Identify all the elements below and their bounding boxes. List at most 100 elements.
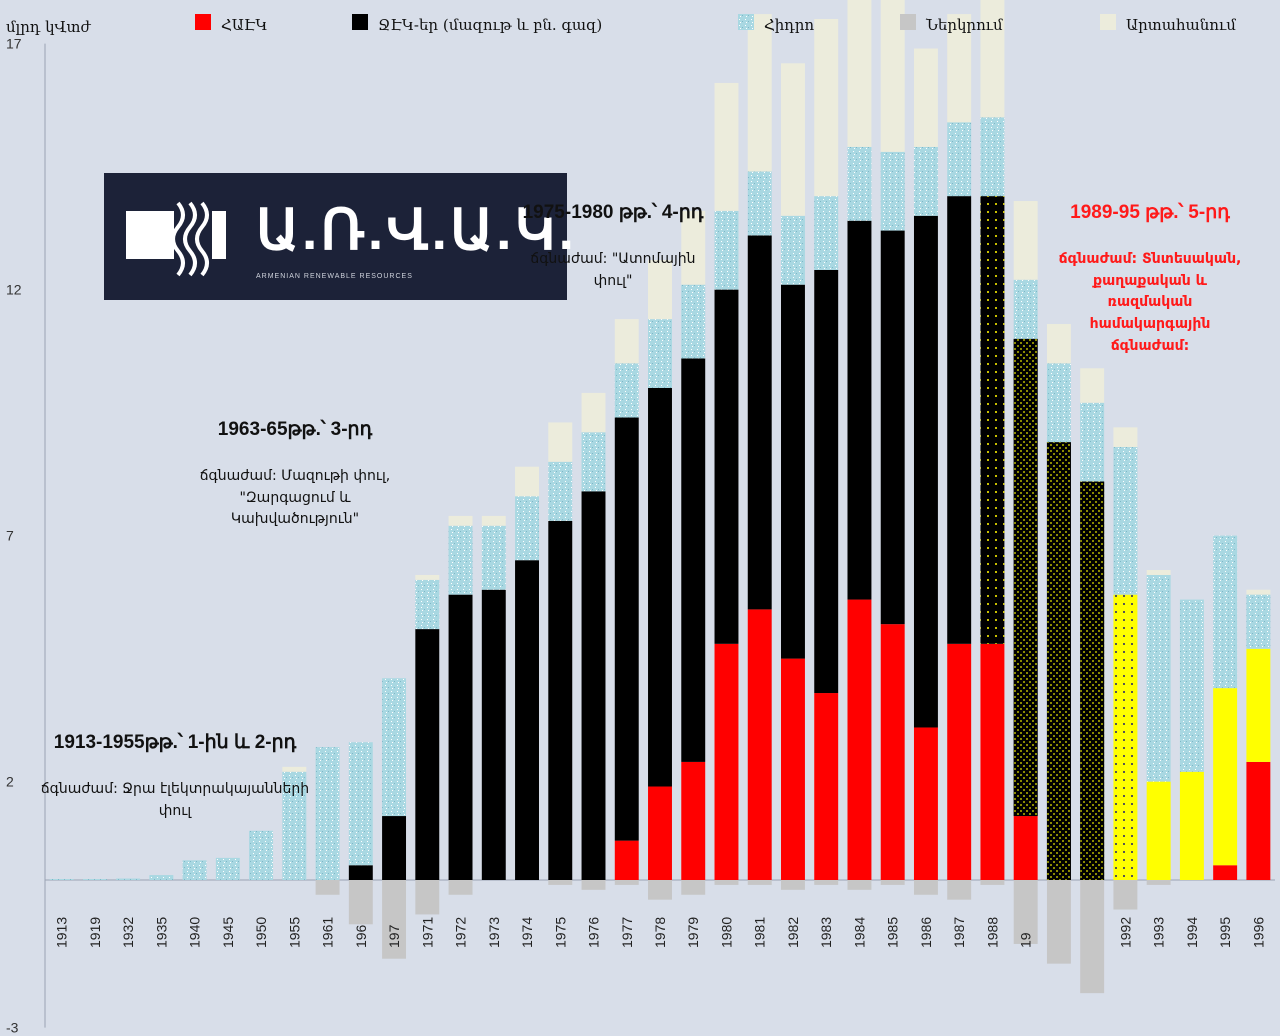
bar-segment-export	[481, 515, 506, 526]
x-tick-label: 1935	[153, 917, 169, 948]
bar-segment-export	[648, 260, 672, 320]
bar-segment-tpp	[781, 284, 805, 659]
legend-swatch	[1100, 14, 1116, 30]
y-tick-label: 2	[6, 774, 14, 790]
bar-segment-npp	[1246, 761, 1271, 880]
bar-segment-export	[415, 574, 440, 580]
x-tick-label: 1980	[718, 917, 734, 948]
legend-swatch	[738, 14, 754, 30]
bar-segment-npp-yellow	[1179, 771, 1204, 880]
bar-segment-hydro	[648, 319, 672, 388]
bar-segment-tpp	[814, 269, 839, 694]
logo-subtitle: ARMENIAN RENEWABLE RESOURCES	[256, 273, 413, 280]
bars	[49, 0, 1271, 994]
x-tick-label: 1977	[619, 917, 635, 948]
bar-segment-import	[1080, 880, 1105, 994]
bar-segment-import	[847, 880, 872, 890]
bar-segment-export	[548, 422, 573, 462]
bar-segment-hydro	[747, 171, 772, 236]
bar-pattern-dots	[1113, 594, 1138, 880]
bar-segment-export	[448, 515, 473, 526]
bar-segment-export	[1113, 427, 1138, 448]
bar-segment-hydro	[681, 284, 706, 359]
bar-segment-hydro	[1146, 574, 1171, 782]
annotation-title: 1989-95 թթ.՝ 5-րդ	[1070, 201, 1230, 223]
y-tick-label: 12	[6, 282, 22, 298]
bar-segment-npp	[747, 609, 772, 880]
annotation-title: 1963-65թթ.՝ 3-րդ	[217, 418, 373, 440]
x-tick-label: 1988	[984, 917, 1000, 948]
bar-segment-npp	[847, 599, 872, 880]
x-tick-label: 1974	[519, 917, 535, 948]
bar-segment-npp	[1013, 816, 1038, 880]
bar-segment-hydro	[182, 860, 207, 880]
legend-label: ՋԷԿ-եր (մազութ և բն. գազ)	[378, 16, 602, 34]
annotation-1989-95: 1989-95 թթ.՝ 5-րդ ճգնաժամ: Տնտեսական, քա…	[1030, 176, 1270, 357]
bar-segment-hydro	[781, 215, 805, 285]
legend: մլրդ կՎտժ ՀԱԷԿ ՋԷԿ-եր (մազութ և բն. գազ) Հի…	[6, 14, 1236, 36]
legend-label: Հիդրո	[764, 16, 814, 34]
y-tick-label: -3	[6, 1020, 19, 1036]
bar-segment-export	[1246, 589, 1271, 595]
bar-segment-hydro	[481, 525, 506, 590]
x-tick-label: 1913	[54, 917, 70, 948]
bar-segment-hydro	[116, 878, 141, 880]
bar-segment-import	[315, 880, 340, 895]
bar-segment-hydro	[348, 742, 373, 866]
bar-segment-hydro	[814, 196, 839, 270]
bar-segment-npp	[1213, 865, 1238, 880]
x-tick-label: 1984	[851, 917, 867, 948]
bar-segment-import	[814, 880, 839, 885]
bar-segment-export	[847, 0, 872, 147]
y-tick-label: 7	[6, 528, 14, 544]
bar-segment-import	[581, 880, 606, 890]
bar-segment-export	[814, 19, 839, 197]
x-tick-label: 1985	[885, 917, 901, 948]
x-tick-label: 1971	[419, 917, 435, 948]
x-tick-label: 1995	[1217, 917, 1233, 948]
bar-segment-tpp	[548, 520, 573, 880]
bar-segment-export	[747, 14, 772, 172]
bar-segment-npp-yellow	[1213, 688, 1238, 866]
bar-segment-import	[1113, 880, 1138, 910]
bar-segment-hydro	[49, 879, 74, 880]
bar-segment-tpp	[714, 289, 739, 644]
bar-segment-tpp	[581, 491, 606, 880]
x-tick-label: 1940	[187, 917, 203, 948]
annotation-body: ճգնաժամ: Տնտեսական, քաղաքական և ռազմական…	[1058, 250, 1242, 354]
legend-label: Արտահանում	[1126, 16, 1236, 34]
bar-segment-hydro	[382, 678, 407, 817]
bar-segment-hydro	[282, 771, 307, 880]
x-tick-label: 1987	[951, 917, 967, 948]
bar-segment-npp	[947, 643, 972, 880]
legend-label: ՀԱԷԿ	[221, 16, 267, 34]
x-tick-label: 1945	[220, 917, 236, 948]
annotation-1975-1980: 1975-1980 թթ.՝ 4-րդ ճգնաժամ: "Ատոմային փ…	[478, 176, 748, 292]
logo: Ա.Ռ.Վ.Ա.Կ. ARMENIAN RENEWABLE RESOURCES	[104, 173, 574, 300]
x-tick-label: 1973	[486, 917, 502, 948]
x-tick-label: 1932	[120, 917, 136, 948]
bar-segment-npp	[781, 658, 805, 880]
x-axis: 1913 1919 1932 1935 1940 1945 1950 1955 1961 196 1…	[54, 917, 1267, 948]
bar-segment-tpp	[913, 215, 938, 728]
bar-segment-hydro	[1113, 447, 1138, 595]
waves-icon	[126, 201, 226, 277]
bar-segment-npp	[681, 761, 706, 880]
logo-text: Ա.Ռ.Վ.Ա.Կ.	[256, 198, 578, 261]
annotation-body: ճգնաժամ: "Ատոմային փուլ"	[530, 250, 696, 289]
bar-segment-export	[947, 14, 972, 123]
bar-segment-export	[1146, 570, 1171, 575]
x-tick-label: 1979	[685, 917, 701, 948]
bar-segment-hydro	[82, 879, 107, 880]
x-tick-label: 1961	[320, 917, 336, 948]
annotation-1963-65: 1963-65թթ.՝ 3-րդ ճգնաժամ: Մազութի փուլ, …	[160, 393, 430, 531]
bar-segment-import	[548, 880, 573, 885]
bar-segment-import	[448, 880, 473, 895]
bar-segment-export	[1013, 201, 1038, 280]
bar-segment-export	[614, 319, 639, 364]
bar-segment-tpp	[415, 629, 440, 880]
bar-segment-export	[515, 466, 539, 497]
bar-segment-hydro	[149, 875, 174, 880]
bar-segment-hydro	[913, 146, 938, 216]
